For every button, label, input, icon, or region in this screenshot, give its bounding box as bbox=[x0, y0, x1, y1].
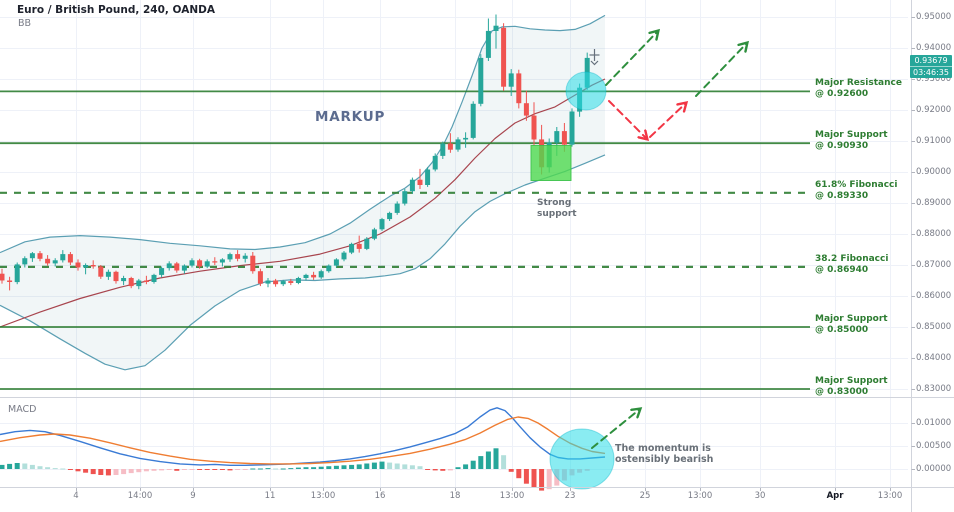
level-label-title: 61.8% Fibonacci bbox=[815, 179, 898, 190]
price-axis-label: 0.89000 bbox=[916, 198, 952, 208]
macd-signal-line bbox=[0, 416, 606, 465]
level-label-price: @ 0.86940 bbox=[815, 264, 869, 275]
price-axis-label: 0.00500 bbox=[916, 441, 952, 451]
projection-arrow-red-3[interactable] bbox=[649, 101, 689, 138]
price-axis-label: 0.87000 bbox=[916, 260, 952, 270]
price-axis-label: 0.85000 bbox=[916, 322, 952, 332]
price-axis-label: 0.83000 bbox=[916, 384, 952, 394]
price-axis-label: 0.01000 bbox=[916, 418, 952, 428]
macd-line bbox=[0, 407, 606, 466]
time-axis-label: 25 bbox=[639, 491, 651, 501]
projection-arrow-green-0[interactable] bbox=[605, 28, 661, 86]
annotation-strong-support-line2: support bbox=[537, 208, 577, 219]
price-axis-label: 0.93000 bbox=[916, 74, 952, 84]
macd-histogram bbox=[0, 448, 590, 491]
time-axis-label: 11 bbox=[264, 491, 276, 501]
level-label-4[interactable]: Major Support @ 0.85000 bbox=[815, 314, 911, 336]
level-label-5[interactable]: Major Support @ 0.83000 bbox=[815, 376, 911, 398]
price-axis-label: 0.95000 bbox=[916, 12, 952, 22]
time-axis-label: 16 bbox=[374, 491, 386, 501]
level-label-1[interactable]: Major Support @ 0.90930 bbox=[815, 130, 911, 152]
level-label-title: 38.2 Fibonacci bbox=[815, 253, 889, 264]
time-axis[interactable]: 4 14:00 9 11 13:00 16 18 13:00 23 25 13:00 30 Apr 13:… bbox=[0, 491, 954, 511]
price-axis-label: 0.90000 bbox=[916, 167, 952, 177]
price-axis-label: 0.91000 bbox=[916, 136, 952, 146]
annotation-momentum-line2: ostensibly bearish bbox=[615, 454, 714, 465]
level-label-price: @ 0.85000 bbox=[815, 325, 869, 335]
price-axis-label: 0.86000 bbox=[916, 291, 952, 301]
time-axis-label: 13:00 bbox=[687, 491, 713, 501]
projection-arrow-green-4[interactable] bbox=[591, 407, 643, 449]
time-axis-label: Apr bbox=[826, 491, 844, 501]
time-axis-label: 23 bbox=[564, 491, 576, 501]
price-marker-icon[interactable] bbox=[589, 49, 600, 66]
annotation-markup[interactable]: MARKUP bbox=[315, 109, 386, 125]
price-axis-label: 0.00000 bbox=[916, 464, 952, 474]
price-axis[interactable]: 0.95000 0.94000 0.93000 0.92000 0.91000 0.900… bbox=[916, 0, 954, 512]
bollinger-upper-band bbox=[0, 14, 606, 254]
projection-arrow-red-2[interactable] bbox=[608, 100, 650, 142]
bollinger-fill bbox=[0, 15, 605, 370]
price-axis-label: 0.84000 bbox=[916, 353, 952, 363]
time-axis-label: 9 bbox=[190, 491, 196, 501]
level-label-2[interactable]: 61.8% Fibonacci @ 0.89330 bbox=[815, 180, 911, 202]
level-label-price: @ 0.83000 bbox=[815, 387, 869, 397]
highlight-ellipse-price[interactable] bbox=[565, 71, 607, 111]
level-label-3[interactable]: 38.2 Fibonacci @ 0.86940 bbox=[815, 254, 911, 276]
annotation-momentum[interactable]: The momentum is ostensibly bearish bbox=[615, 443, 713, 465]
projection-arrow-green-1[interactable] bbox=[695, 40, 750, 97]
annotation-strong-support-line1: Strong bbox=[537, 198, 572, 208]
level-label-0[interactable]: Major Resistance @ 0.92600 bbox=[815, 78, 911, 100]
price-axis-label: 0.94000 bbox=[916, 43, 952, 53]
indicator-label-bb[interactable]: BB bbox=[18, 18, 32, 29]
last-price-value: 0.93679 bbox=[914, 56, 948, 65]
time-axis-label: 4 bbox=[73, 491, 79, 501]
price-axis-label: 0.92000 bbox=[916, 105, 952, 115]
level-lines bbox=[0, 90, 810, 390]
symbol-title[interactable]: Euro / British Pound, 240, OANDA bbox=[17, 4, 215, 16]
time-axis-label: 18 bbox=[449, 491, 461, 501]
countdown-timer: 03:46:35 bbox=[910, 66, 952, 78]
level-label-title: Major Support bbox=[815, 130, 888, 141]
time-axis-label: 30 bbox=[754, 491, 766, 501]
time-axis-label: 13:00 bbox=[310, 491, 336, 501]
price-axis-label: 0.88000 bbox=[916, 229, 952, 239]
annotation-momentum-line1: The momentum is bbox=[615, 443, 711, 454]
level-label-price: @ 0.89330 bbox=[815, 190, 869, 201]
last-price-badge: 0.93679 03:46:35 bbox=[910, 55, 952, 78]
indicator-label-macd[interactable]: MACD bbox=[8, 404, 37, 415]
level-label-price: @ 0.90930 bbox=[815, 141, 869, 152]
time-axis-label: 13:00 bbox=[499, 491, 525, 501]
level-label-title: Major Resistance bbox=[815, 78, 902, 89]
level-label-title: Major Support bbox=[815, 314, 888, 324]
annotation-strong-support[interactable]: Strong support bbox=[537, 198, 577, 219]
axis-ticks bbox=[76, 17, 915, 491]
support-zone-highlight-rect[interactable] bbox=[530, 145, 572, 181]
time-axis-label: 13:00 bbox=[877, 491, 903, 501]
level-label-price: @ 0.92600 bbox=[815, 89, 869, 100]
time-axis-label: 14:00 bbox=[127, 491, 153, 501]
level-label-title: Major Support bbox=[815, 376, 888, 386]
